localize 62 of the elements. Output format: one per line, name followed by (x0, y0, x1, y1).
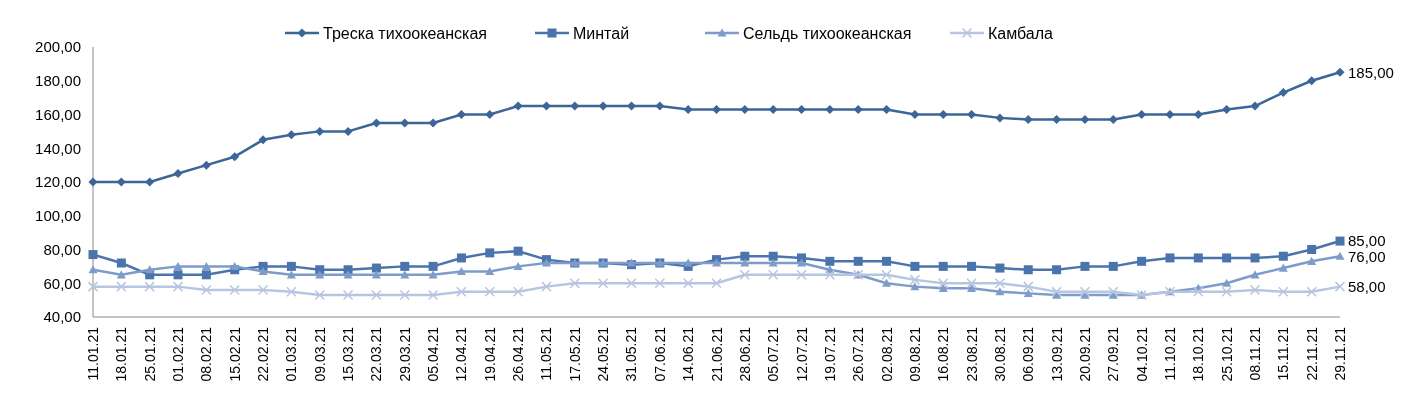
x-tick-label: 07.06.21 (651, 326, 668, 382)
x-tick-label: 29.11.21 (1332, 326, 1348, 381)
y-tick-label: 200,00 (35, 38, 81, 56)
data-label: 185,00 (1348, 63, 1394, 81)
x-tick-label: 25.10.21 (1218, 326, 1235, 382)
x-tick-label: 11.01.21 (85, 326, 101, 381)
x-tick-label: 30.08.21 (991, 326, 1008, 382)
legend-label: Камбала (988, 24, 1054, 42)
x-tick-label: 18.01.21 (113, 326, 130, 382)
y-tick-label: 40,00 (43, 308, 81, 326)
x-tick-label: 01.03.21 (283, 326, 300, 382)
x-tick-label: 11.10.21 (1161, 326, 1178, 381)
y-tick-label: 80,00 (43, 240, 81, 258)
legend-label: Треска тихоокеанская (323, 24, 487, 42)
x-tick-label: 12.04.21 (453, 326, 470, 382)
x-tick-label: 05.07.21 (765, 326, 782, 382)
x-tick-label: 17.05.21 (566, 326, 583, 382)
x-tick-label: 06.09.21 (1020, 326, 1037, 382)
x-tick-label: 05.04.21 (425, 326, 442, 382)
x-tick-label: 19.07.21 (821, 326, 838, 382)
x-tick-label: 15.03.21 (340, 326, 357, 382)
data-label: 85,00 (1348, 232, 1386, 250)
x-tick-label: 22.03.21 (368, 326, 385, 382)
data-label: 76,00 (1348, 247, 1386, 265)
x-tick-label: 25.01.21 (141, 326, 158, 382)
x-tick-label: 31.05.21 (623, 326, 640, 382)
x-tick-label: 28.06.21 (736, 326, 753, 382)
y-tick-label: 120,00 (35, 173, 81, 191)
y-tick-label: 160,00 (35, 105, 81, 123)
x-tick-label: 08.02.21 (198, 326, 215, 382)
x-tick-label: 18.10.21 (1190, 326, 1207, 382)
y-tick-label: 180,00 (35, 72, 81, 89)
legend-label: Минтай (573, 24, 630, 42)
x-tick-label: 26.07.21 (850, 326, 867, 382)
x-tick-label: 12.07.21 (793, 326, 810, 382)
y-tick-label: 60,00 (43, 274, 81, 292)
x-tick-label: 15.02.21 (226, 326, 243, 382)
x-tick-label: 09.08.21 (906, 326, 923, 382)
x-tick-label: 21.06.21 (708, 326, 725, 382)
x-tick-label: 02.08.21 (878, 326, 895, 382)
x-tick-label: 16.08.21 (935, 326, 952, 382)
x-tick-label: 19.04.21 (481, 326, 498, 382)
x-tick-label: 15.11.21 (1275, 326, 1292, 381)
x-tick-label: 09.03.21 (311, 326, 328, 382)
x-tick-label: 27.09.21 (1105, 326, 1122, 382)
x-tick-label: 13.09.21 (1048, 326, 1065, 382)
x-tick-label: 22.11.21 (1303, 326, 1320, 381)
x-tick-label: 24.05.21 (595, 326, 612, 382)
x-tick-label: 08.11.21 (1246, 326, 1263, 381)
legend-label: Сельдь тихоокеанская (743, 24, 912, 42)
x-tick-label: 20.09.21 (1076, 326, 1093, 382)
x-tick-label: 01.02.21 (170, 326, 187, 382)
x-tick-label: 22.02.21 (255, 326, 272, 382)
data-label: 58,00 (1348, 277, 1386, 295)
y-tick-label: 100,00 (35, 207, 81, 224)
x-tick-label: 14.06.21 (680, 326, 697, 382)
x-tick-label: 29.03.21 (396, 326, 413, 382)
y-tick-label: 140,00 (35, 139, 81, 157)
x-tick-label: 26.04.21 (510, 326, 527, 382)
x-tick-label: 11.05.21 (538, 326, 555, 381)
x-tick-label: 04.10.21 (1133, 326, 1150, 382)
x-tick-label: 23.08.21 (963, 326, 980, 382)
